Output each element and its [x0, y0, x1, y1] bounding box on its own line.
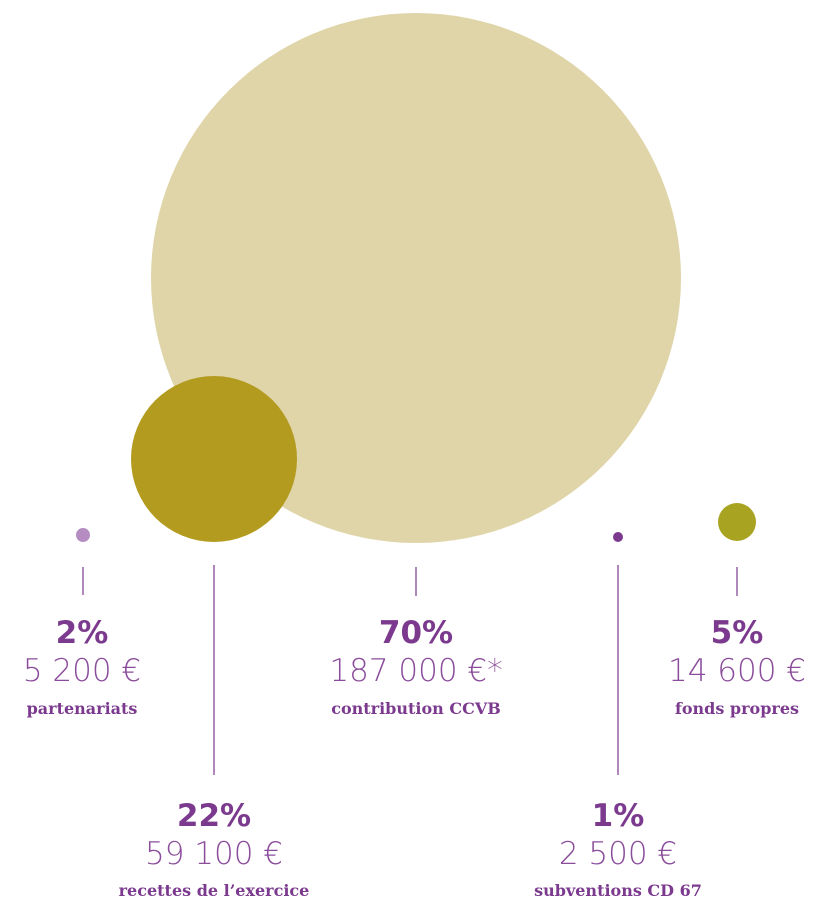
label-contribution: contribution CCVB — [331, 699, 501, 718]
label-fonds: fonds propres — [675, 699, 799, 718]
amount-fonds: 14 600 € — [668, 653, 806, 689]
amount-recettes: 59 100 € — [145, 836, 283, 872]
amount-subventions: 2 500 € — [559, 836, 677, 872]
leader-lines — [82, 565, 738, 775]
bubble-fonds — [718, 503, 756, 541]
bubble-partenariats — [76, 528, 90, 542]
group-partenariats: 2% 5 200 € partenariats — [23, 615, 141, 718]
percent-partenariats: 2% — [56, 615, 109, 651]
group-contribution: 70% 187 000 €* contribution CCVB — [329, 615, 502, 718]
percent-subventions: 1% — [592, 798, 645, 834]
percent-recettes: 22% — [177, 798, 251, 834]
bubble-contribution — [151, 13, 681, 543]
percent-contribution: 70% — [379, 615, 453, 651]
percent-fonds: 5% — [711, 615, 764, 651]
group-subventions: 1% 2 500 € subventions CD 67 — [534, 798, 702, 900]
bubble-subventions — [613, 532, 623, 542]
label-subventions: subventions CD 67 — [534, 881, 702, 900]
label-recettes: recettes de l’exercice — [119, 881, 310, 900]
bubble-recettes — [131, 376, 297, 542]
amount-partenariats: 5 200 € — [23, 653, 141, 689]
amount-contribution: 187 000 €* — [329, 653, 502, 689]
group-recettes: 22% 59 100 € recettes de l’exercice — [119, 798, 310, 900]
group-fonds: 5% 14 600 € fonds propres — [668, 615, 806, 718]
label-partenariats: partenariats — [27, 699, 138, 718]
